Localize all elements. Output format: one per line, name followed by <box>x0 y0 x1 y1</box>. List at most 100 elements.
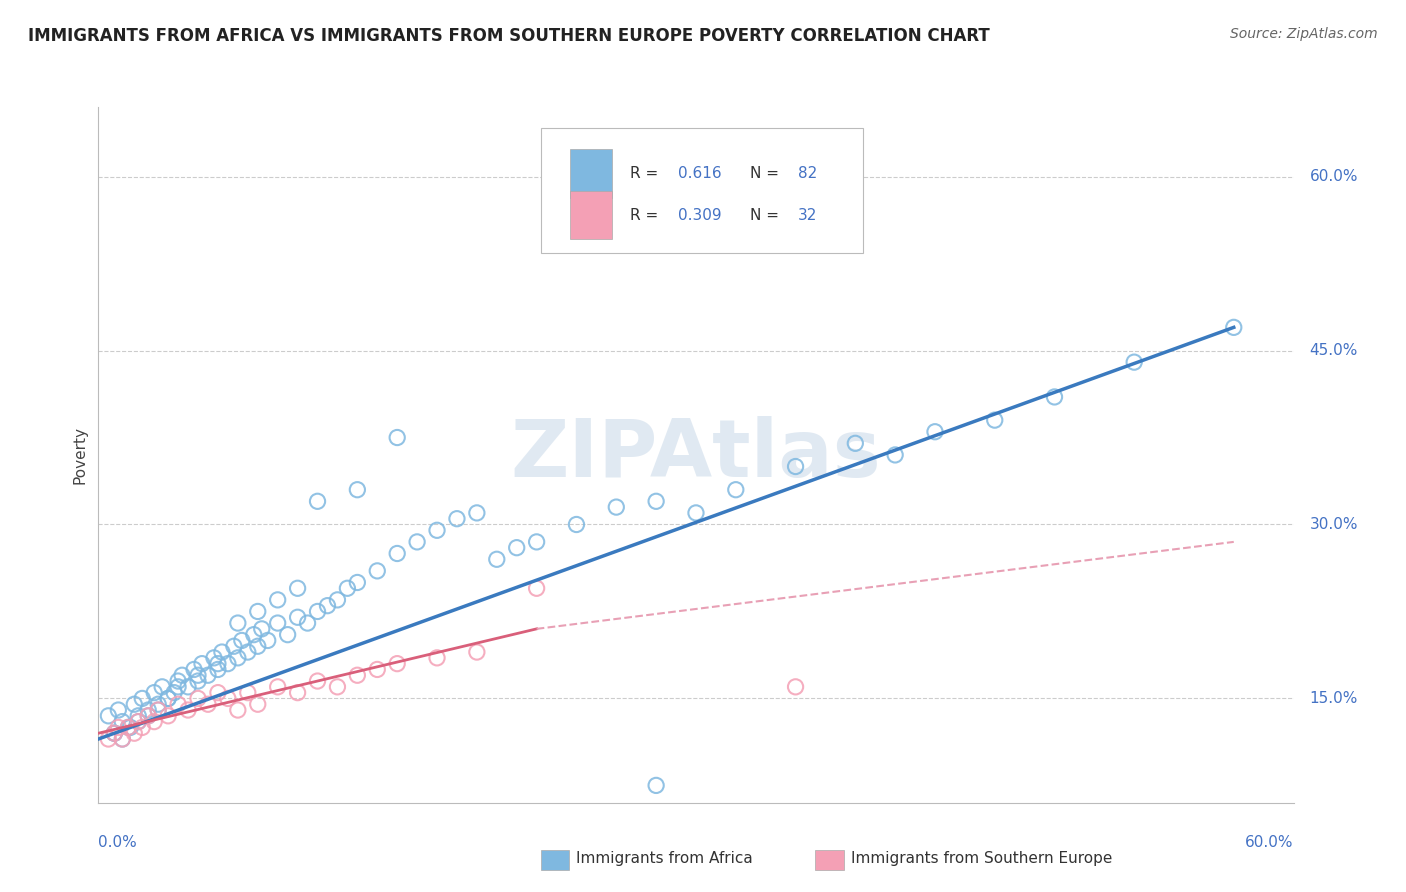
Point <box>256 633 278 648</box>
Point <box>172 668 194 682</box>
Point <box>267 592 290 607</box>
Point <box>250 622 273 636</box>
Point <box>645 494 668 508</box>
Point <box>97 708 120 723</box>
Text: 30.0%: 30.0% <box>1309 517 1358 532</box>
Point <box>426 523 449 537</box>
Point <box>163 686 186 700</box>
Point <box>157 691 180 706</box>
Point <box>385 546 409 561</box>
Point <box>167 674 190 689</box>
Point <box>150 680 173 694</box>
Text: ZIPAtlas: ZIPAtlas <box>510 416 882 494</box>
Point <box>157 708 180 723</box>
Point <box>236 686 259 700</box>
Point <box>187 668 209 682</box>
Point <box>246 698 269 712</box>
Text: R =: R = <box>630 208 664 222</box>
Point <box>167 698 190 712</box>
Point <box>103 726 125 740</box>
Point <box>246 639 269 653</box>
Point <box>326 592 349 607</box>
Point <box>117 721 139 735</box>
Point <box>307 605 329 619</box>
Point <box>207 662 229 677</box>
Text: 60.0%: 60.0% <box>1309 169 1358 184</box>
Point <box>136 708 159 723</box>
Point <box>645 778 668 793</box>
Point <box>297 615 319 630</box>
Point <box>346 668 368 682</box>
Text: 15.0%: 15.0% <box>1309 691 1358 706</box>
Point <box>148 698 170 712</box>
Text: Immigrants from Africa: Immigrants from Africa <box>576 851 754 865</box>
Point <box>197 668 219 682</box>
Point <box>131 691 153 706</box>
Point <box>226 615 249 630</box>
Point <box>183 662 205 677</box>
Point <box>246 605 269 619</box>
Point <box>143 714 166 729</box>
Point <box>267 680 290 694</box>
Text: 0.616: 0.616 <box>678 166 721 181</box>
Point <box>366 564 388 578</box>
Y-axis label: Poverty: Poverty <box>72 425 87 484</box>
Text: Source: ZipAtlas.com: Source: ZipAtlas.com <box>1230 27 1378 41</box>
Point <box>231 633 253 648</box>
Point <box>131 721 153 735</box>
Point <box>1043 390 1066 404</box>
Point <box>446 512 468 526</box>
Point <box>924 425 946 439</box>
Text: 0.0%: 0.0% <box>98 836 138 850</box>
Point <box>724 483 747 497</box>
Point <box>346 483 368 497</box>
Point <box>485 552 508 566</box>
Point <box>1123 355 1146 369</box>
Text: R =: R = <box>630 166 664 181</box>
Point <box>506 541 529 555</box>
Text: N =: N = <box>749 208 783 222</box>
Point <box>526 535 548 549</box>
Point <box>111 731 134 746</box>
Point <box>983 413 1005 427</box>
Point <box>222 639 245 653</box>
Point <box>191 657 214 671</box>
Point <box>465 645 488 659</box>
Point <box>187 674 209 689</box>
Point <box>120 721 142 735</box>
Point <box>844 436 866 450</box>
Point <box>157 691 180 706</box>
Point <box>287 686 309 700</box>
Point <box>177 703 200 717</box>
Point <box>207 686 229 700</box>
Point <box>97 731 120 746</box>
Point <box>236 645 259 659</box>
Point <box>124 726 146 740</box>
Point <box>565 517 588 532</box>
Point <box>785 459 807 474</box>
Point <box>107 703 129 717</box>
Point <box>465 506 488 520</box>
Point <box>202 651 225 665</box>
Point <box>136 703 159 717</box>
Point <box>785 680 807 694</box>
Point <box>197 698 219 712</box>
Text: N =: N = <box>749 166 783 181</box>
Point <box>226 651 249 665</box>
Point <box>148 703 170 717</box>
Point <box>136 708 159 723</box>
Text: 0.309: 0.309 <box>678 208 721 222</box>
Point <box>127 714 149 729</box>
Point <box>143 686 166 700</box>
Point <box>103 726 125 740</box>
Point <box>124 698 146 712</box>
Text: 82: 82 <box>797 166 817 181</box>
Point <box>277 628 299 642</box>
FancyBboxPatch shape <box>571 191 613 239</box>
Point <box>307 674 329 689</box>
Point <box>207 657 229 671</box>
Point <box>127 714 149 729</box>
Point <box>167 680 190 694</box>
Point <box>406 535 429 549</box>
Point <box>426 651 449 665</box>
